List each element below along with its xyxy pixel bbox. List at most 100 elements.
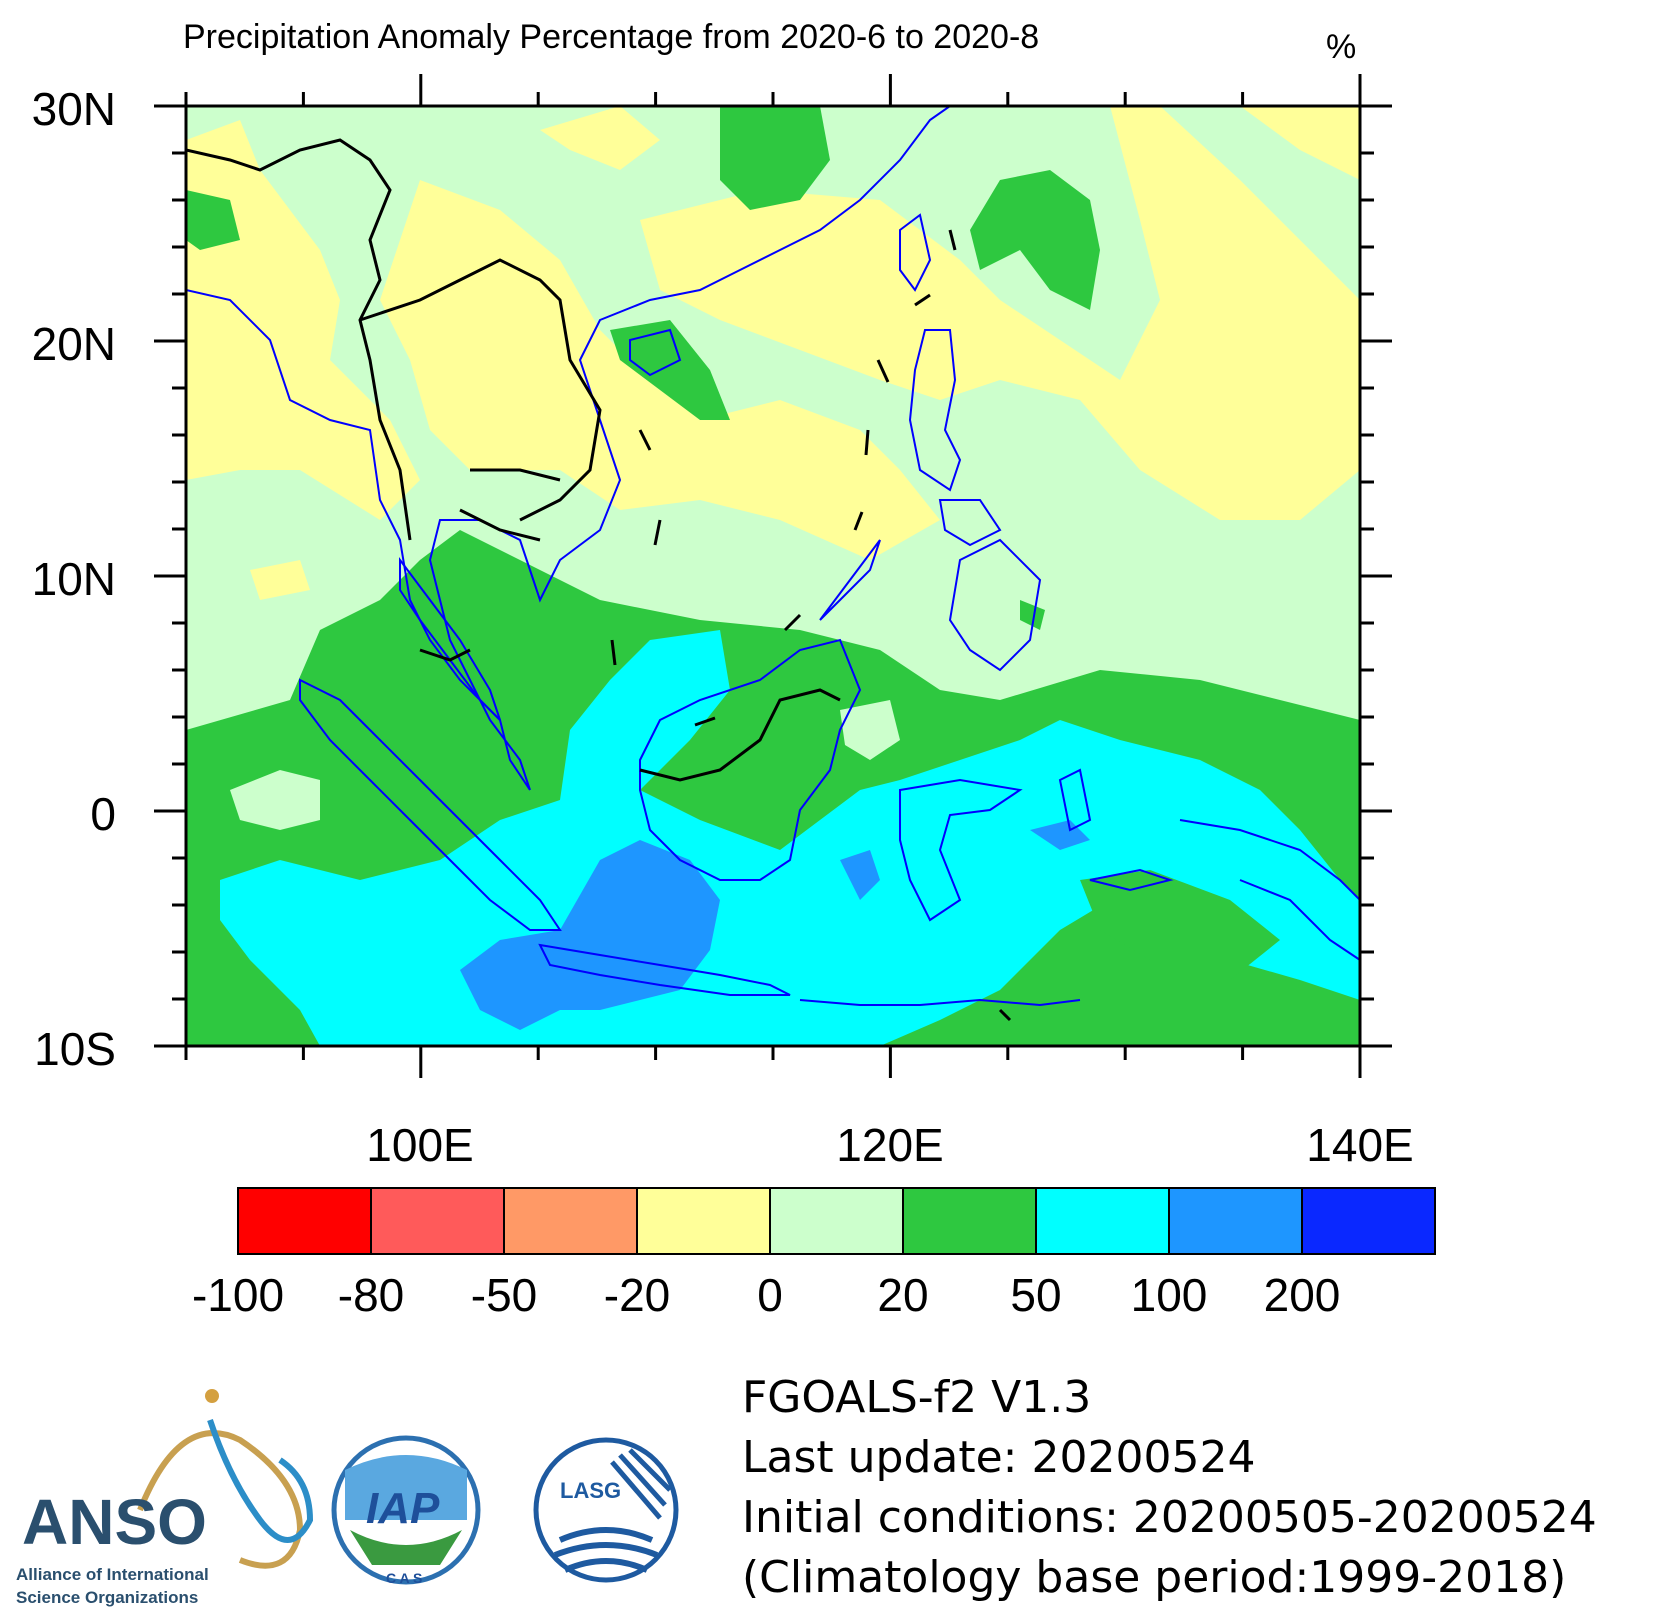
field-yellow-west2 <box>250 560 310 600</box>
colorbar-label: -50 <box>470 1269 538 1321</box>
field-yellow-china <box>640 106 1360 520</box>
iap-sky-icon <box>345 1455 467 1520</box>
colorbar-swatch <box>1168 1187 1303 1255</box>
iap-subtitle: C A S <box>386 1570 423 1586</box>
field-green-sulu <box>1020 600 1045 630</box>
iap-field-icon <box>350 1530 462 1565</box>
coast-moluccas <box>1058 768 1092 832</box>
field-green-north1 <box>720 106 830 210</box>
field-green-sulawesi-inner <box>1080 870 1280 980</box>
initial-conditions: Initial conditions: 20200505-20200524 <box>742 1492 1597 1543</box>
field-yellow-north <box>540 106 660 170</box>
field-yellow-indochina <box>380 180 940 560</box>
dash-9 <box>914 293 931 307</box>
colorbar-label: -80 <box>337 1269 405 1321</box>
lat-label-10s: 10S <box>34 1023 116 1075</box>
colorbar-label: 20 <box>877 1269 929 1321</box>
lasg-logo <box>533 1437 679 1583</box>
lasg-wave-icon <box>553 1527 659 1573</box>
coast-malay <box>399 557 501 721</box>
field-blue-makassar <box>840 850 880 900</box>
coast-java <box>538 943 791 996</box>
field-lg-sumatra <box>230 770 320 830</box>
anso-dot-icon <box>205 1389 219 1403</box>
coast-asia <box>186 106 951 791</box>
dashed-lines <box>610 229 957 727</box>
coast-hainan <box>629 328 682 377</box>
iap-name: IAP <box>366 1484 440 1533</box>
colorbar-swatch <box>1301 1187 1436 1255</box>
border-malaysia <box>419 648 471 662</box>
colorbar-label: -20 <box>603 1269 671 1321</box>
coast-ceram <box>1089 868 1174 892</box>
lat-label-10n: 10N <box>31 553 116 605</box>
colorbar-swatch <box>1035 1187 1170 1255</box>
anso-subtitle-1: Alliance of International <box>16 1565 209 1584</box>
anso-name: ANSO <box>22 1486 207 1558</box>
climatology-period: (Climatology base period:1999-2018) <box>742 1552 1567 1603</box>
borders <box>186 138 1012 1022</box>
anomaly-field <box>186 106 1360 1046</box>
lat-label-30n: 30N <box>31 83 116 135</box>
colorbar-swatch <box>902 1187 1037 1255</box>
coast-palawan <box>819 539 881 621</box>
field-lg-borneo <box>840 700 900 760</box>
units-label: % <box>1326 28 1357 66</box>
model-name: FGOALS-f2 V1.3 <box>742 1372 1092 1423</box>
lon-label-140e: 140E <box>1306 1119 1414 1171</box>
colorbar-label: 200 <box>1263 1269 1341 1321</box>
coast-visayas <box>938 499 1002 547</box>
colorbar-label: 100 <box>1130 1269 1208 1321</box>
dash-7 <box>864 429 870 456</box>
dash-8 <box>876 359 890 383</box>
field-green-hainan <box>610 320 730 420</box>
iap-logo <box>331 1435 481 1585</box>
dash-2 <box>653 519 662 546</box>
anso-logo <box>137 1389 314 1569</box>
coast-new-guinea <box>1179 819 1360 961</box>
lon-label-100e: 100E <box>366 1119 474 1171</box>
border-thai-cambodia <box>459 468 561 542</box>
dash-1 <box>638 429 652 451</box>
dash-3 <box>610 639 617 666</box>
anso-arc-icon <box>137 1430 304 1569</box>
lasg-stripes-icon <box>610 1448 672 1520</box>
field-yellow-ne <box>1240 106 1360 180</box>
lat-label-20n: 20N <box>31 318 116 370</box>
colorbar-swatch <box>636 1187 771 1255</box>
colorbar <box>237 1187 1436 1255</box>
field-yellow-west <box>186 120 420 520</box>
coast-luzon <box>908 329 962 492</box>
field-green-myanmar <box>186 190 240 250</box>
colorbar-label: 0 <box>757 1269 783 1321</box>
dash-5 <box>783 613 802 632</box>
coast-lesser-sunda <box>799 998 1081 1007</box>
colorbar-swatch <box>503 1187 638 1255</box>
border-borneo <box>639 688 841 782</box>
last-update: Last update: 20200524 <box>742 1432 1256 1483</box>
field-blue-java <box>460 840 720 1030</box>
colorbar-swatch <box>237 1187 372 1255</box>
colorbar-swatch <box>370 1187 505 1255</box>
axis-ticks <box>154 74 1392 1078</box>
dash-10 <box>948 229 957 251</box>
lat-label-0: 0 <box>90 788 116 840</box>
map-title: Precipitation Anomaly Percentage from 20… <box>183 18 1040 56</box>
coastlines <box>186 106 1360 1007</box>
dash-4 <box>694 716 716 727</box>
border-timor <box>998 1008 1012 1022</box>
coast-taiwan <box>899 213 932 292</box>
lon-label-120e: 120E <box>836 1119 944 1171</box>
border-laos <box>359 258 602 522</box>
coast-sumatra <box>299 678 562 931</box>
border-myanmar <box>186 138 412 541</box>
colorbar-swatch <box>769 1187 904 1255</box>
coast-sulawesi <box>899 778 1023 922</box>
dash-6 <box>853 511 864 531</box>
anso-swirl-icon <box>207 1419 314 1543</box>
colorbar-label: -100 <box>191 1269 285 1321</box>
coast-borneo <box>639 638 862 881</box>
anso-subtitle-2: Science Organizations <box>16 1588 199 1607</box>
field-green-taiwan-e <box>970 170 1100 310</box>
